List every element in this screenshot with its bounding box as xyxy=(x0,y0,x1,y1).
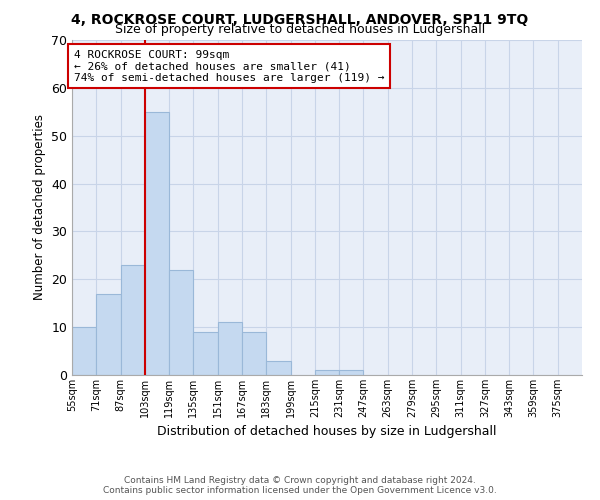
Bar xyxy=(266,360,290,375)
Bar xyxy=(96,294,121,375)
Bar xyxy=(218,322,242,375)
Bar xyxy=(121,265,145,375)
Text: 4, ROCKROSE COURT, LUDGERSHALL, ANDOVER, SP11 9TQ: 4, ROCKROSE COURT, LUDGERSHALL, ANDOVER,… xyxy=(71,12,529,26)
Text: 4 ROCKROSE COURT: 99sqm
← 26% of detached houses are smaller (41)
74% of semi-de: 4 ROCKROSE COURT: 99sqm ← 26% of detache… xyxy=(74,50,384,83)
X-axis label: Distribution of detached houses by size in Ludgershall: Distribution of detached houses by size … xyxy=(157,426,497,438)
Text: Contains HM Land Registry data © Crown copyright and database right 2024.
Contai: Contains HM Land Registry data © Crown c… xyxy=(103,476,497,495)
Bar xyxy=(169,270,193,375)
Bar xyxy=(339,370,364,375)
Text: Size of property relative to detached houses in Ludgershall: Size of property relative to detached ho… xyxy=(115,22,485,36)
Bar xyxy=(242,332,266,375)
Bar xyxy=(72,327,96,375)
Bar xyxy=(193,332,218,375)
Bar xyxy=(145,112,169,375)
Y-axis label: Number of detached properties: Number of detached properties xyxy=(32,114,46,300)
Bar xyxy=(315,370,339,375)
